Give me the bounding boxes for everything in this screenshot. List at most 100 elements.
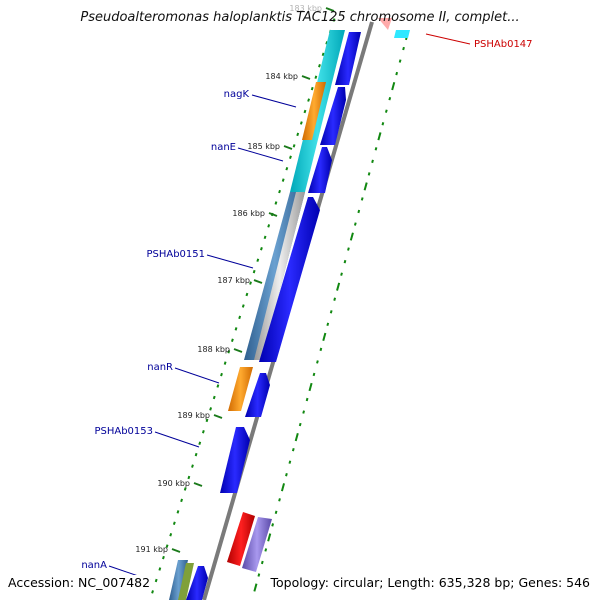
gc-dot: [249, 281, 252, 285]
gc-dot: [329, 310, 333, 314]
gene-label[interactable]: PSHAb0147: [474, 39, 533, 50]
tick-mark: [253, 279, 263, 284]
gc-dot: [227, 349, 231, 354]
gene-label[interactable]: nanE: [211, 142, 236, 153]
gene-label-connector: [174, 367, 220, 384]
tick-label: 187 kbp: [217, 276, 250, 285]
gc-dot: [340, 272, 343, 276]
feature-track-forward: [186, 32, 361, 600]
tick-mark: [193, 482, 203, 487]
gc-dot: [169, 532, 173, 537]
cds-1: [335, 32, 361, 85]
gc-dot: [274, 201, 278, 205]
gene-label[interactable]: nagK: [224, 89, 250, 100]
gc-dot: [371, 159, 374, 164]
gc-dot: [288, 460, 292, 464]
gc-dot: [294, 433, 299, 442]
gc-dot: [314, 75, 318, 79]
gc-dot: [154, 578, 158, 583]
gc-dot: [388, 96, 392, 101]
gc-dot: [253, 583, 258, 592]
gc-dot: [285, 473, 288, 477]
gc-content-track: [151, 18, 410, 594]
gc-dot: [191, 464, 194, 468]
gc-dot: [333, 297, 337, 301]
gc-dot: [260, 560, 264, 565]
gc-dot: [256, 258, 260, 262]
gc-dot: [267, 533, 272, 542]
gc-dot: [257, 573, 261, 577]
gc-dot: [285, 166, 289, 171]
gc-dot: [292, 144, 296, 148]
gene-label[interactable]: nanR: [147, 362, 173, 373]
gc-dot: [252, 269, 256, 274]
gc-dot: [180, 498, 184, 503]
tick-mark: [213, 414, 223, 419]
tick-mark: [171, 548, 181, 553]
gc-dot: [291, 447, 295, 452]
gc-dot: [377, 132, 382, 141]
gc-dot: [316, 360, 319, 364]
gene-label[interactable]: PSHAb0151: [146, 249, 205, 260]
gc-dot: [343, 259, 347, 264]
gc-dot: [398, 59, 402, 63]
gc-dot: [176, 510, 180, 514]
feature-track-reverse: [169, 18, 410, 600]
gene-nagk: [302, 82, 326, 140]
gene-red: [227, 512, 255, 566]
gc-dot: [349, 232, 354, 241]
tick-label: 191 kbp: [135, 545, 168, 554]
gc-dot: [305, 397, 309, 402]
gc-dot: [347, 247, 350, 251]
gene-purple: [242, 517, 272, 572]
cds-2: [320, 87, 346, 145]
gc-dot: [201, 430, 205, 434]
gene-label-connector: [237, 147, 284, 162]
gc-dot: [187, 475, 191, 480]
gene-label[interactable]: nanA: [81, 560, 107, 571]
gc-dot: [353, 222, 357, 226]
gc-dot: [278, 189, 281, 194]
gc-dot: [367, 172, 371, 176]
gc-dot: [302, 410, 306, 414]
gc-dot: [271, 523, 275, 527]
gc-dot: [321, 52, 325, 57]
gc-dot: [281, 178, 285, 182]
gc-dot: [308, 382, 313, 392]
tick-label: 186 kbp: [232, 209, 265, 218]
gene-nana-steel: [169, 560, 188, 600]
cds-5: [245, 373, 270, 417]
gene-pshab0151-grey: [254, 192, 305, 360]
gc-dot: [158, 567, 162, 571]
tick-mark: [325, 7, 335, 12]
gc-dot: [307, 98, 311, 102]
gc-dot: [223, 361, 227, 365]
gc-dot: [374, 147, 378, 151]
cds-6: [220, 427, 250, 493]
gc-dot: [298, 422, 302, 427]
gc-dot: [274, 510, 278, 515]
gc-dot: [278, 498, 281, 502]
gc-dot: [391, 82, 396, 91]
cds-4: [259, 197, 320, 362]
gc-dot: [216, 384, 220, 388]
gene-label-connector: [425, 33, 471, 45]
gc-dot: [260, 247, 263, 251]
gc-dot: [183, 487, 187, 491]
tick-label: 185 kbp: [247, 142, 280, 151]
gc-dot: [162, 555, 165, 560]
gc-dot: [172, 521, 176, 526]
tick-label: 189 kbp: [177, 411, 210, 420]
gc-dot: [234, 327, 238, 331]
gc-dot: [267, 224, 271, 228]
gc-dot: [360, 197, 364, 201]
gc-dot: [318, 64, 321, 68]
gene-nanr: [228, 367, 253, 411]
gc-dot: [212, 395, 216, 400]
gc-dot: [230, 338, 234, 343]
tick-label: 188 kbp: [197, 345, 230, 354]
gene-label[interactable]: PSHAb0153: [94, 426, 153, 437]
gc-dot: [289, 155, 292, 159]
gc-dot: [395, 71, 399, 76]
